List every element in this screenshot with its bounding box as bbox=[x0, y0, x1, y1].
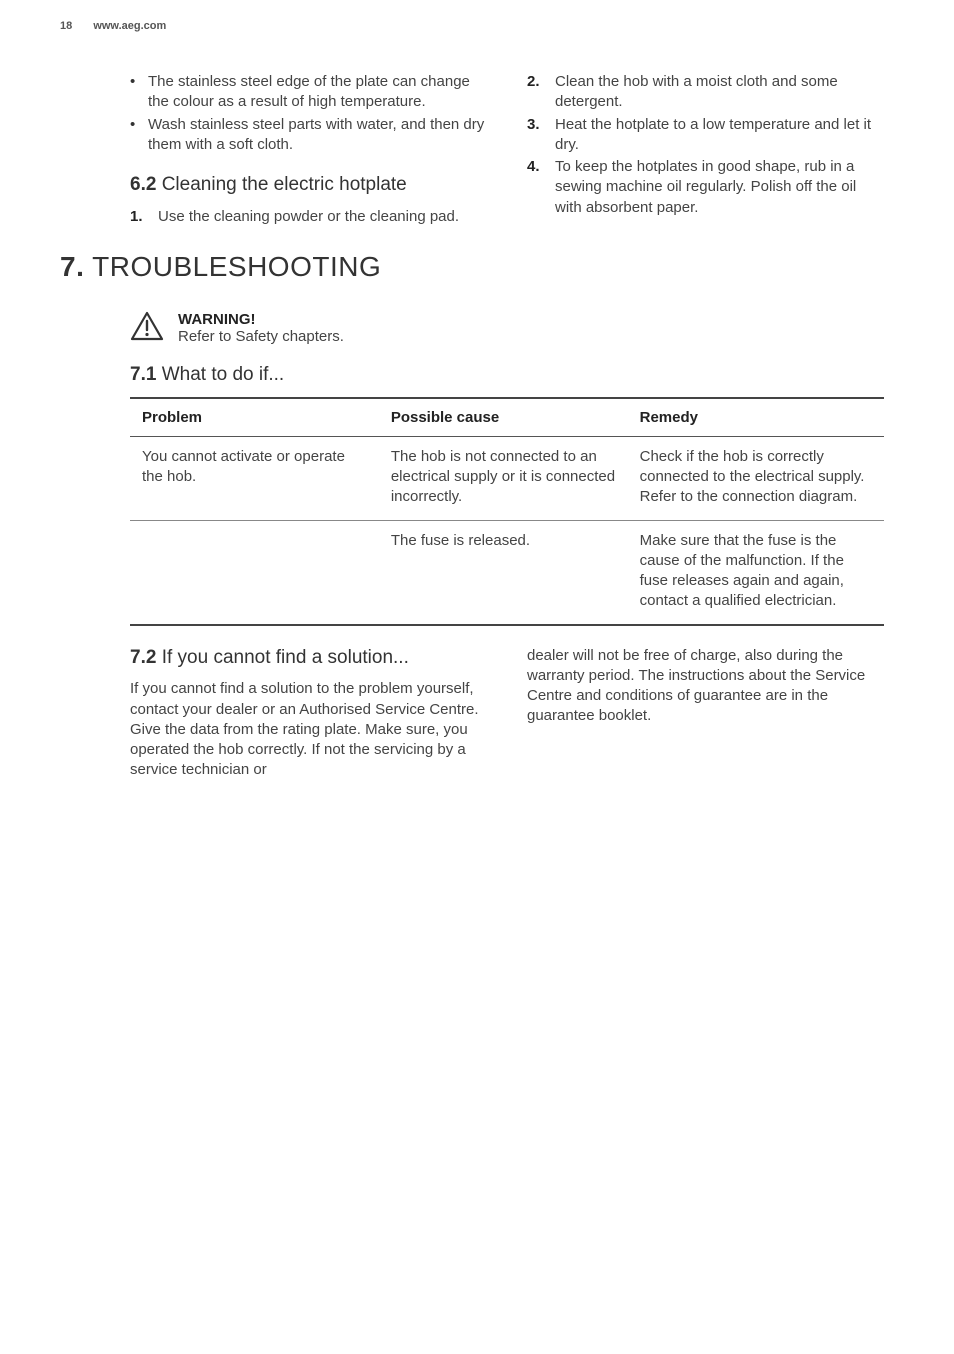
step-text: Heat the hotplate to a low temperature a… bbox=[555, 116, 871, 153]
right-steps: 2. Clean the hob with a moist cloth and … bbox=[527, 72, 884, 218]
step-text: Use the cleaning powder or the cleaning … bbox=[158, 208, 459, 225]
subsection-7-2-heading: 7.2 If you cannot find a solution... bbox=[130, 646, 487, 670]
step-number: 1. bbox=[130, 207, 143, 227]
table-cell: You cannot activate or oper­ate the hob. bbox=[130, 436, 379, 520]
warning-triangle-icon bbox=[130, 311, 164, 341]
subsection-7-1-heading: 7.1 What to do if... bbox=[130, 363, 894, 387]
troubleshooting-table: Problem Possible cause Remedy You cannot… bbox=[130, 397, 884, 626]
table-cell: Make sure that the fuse is the cause of … bbox=[628, 520, 884, 625]
subsection-number: 6.2 bbox=[130, 174, 156, 195]
warning-text: WARNING! Refer to Safety chapters. bbox=[178, 311, 344, 345]
table-cell: The hob is not connected to an electrica… bbox=[379, 436, 628, 520]
list-item: 4. To keep the hotplates in good shape, … bbox=[527, 157, 884, 218]
list-item: 2. Clean the hob with a moist cloth and … bbox=[527, 72, 884, 113]
subsection-title: What to do if... bbox=[162, 364, 285, 385]
list-item: The stainless steel edge of the plate ca… bbox=[130, 72, 487, 113]
table-cell: Check if the hob is correctly connected … bbox=[628, 436, 884, 520]
section-number: 7. bbox=[60, 251, 84, 282]
warning-body: Refer to Safety chapters. bbox=[178, 328, 344, 345]
table-row: The fuse is released. Make sure that the… bbox=[130, 520, 884, 625]
subsection-title: Cleaning the electric hotplate bbox=[162, 174, 407, 195]
list-item: Wash stainless steel parts with water, a… bbox=[130, 115, 487, 156]
page-number: 18 bbox=[60, 20, 72, 32]
subsection-number: 7.2 bbox=[130, 647, 156, 668]
table-header: Remedy bbox=[628, 398, 884, 437]
subsection-number: 7.1 bbox=[130, 364, 156, 385]
section-title: TROUBLESHOOTING bbox=[92, 251, 381, 282]
list-item: 3. Heat the hotplate to a low temperatur… bbox=[527, 115, 884, 156]
step-number: 3. bbox=[527, 115, 540, 135]
sec72-right-paragraph: dealer will not be free of charge, also … bbox=[527, 646, 884, 727]
table-cell bbox=[130, 520, 379, 625]
warning-title: WARNING! bbox=[178, 311, 344, 328]
sec72-left-paragraph: If you cannot find a solution to the pro… bbox=[130, 679, 487, 780]
subsection-title: If you cannot find a solution... bbox=[162, 647, 409, 668]
warning-block: WARNING! Refer to Safety chapters. bbox=[60, 311, 894, 345]
table-cell: The fuse is released. bbox=[379, 520, 628, 625]
table-header: Possible cause bbox=[379, 398, 628, 437]
list-item: 1. Use the cleaning powder or the cleani… bbox=[130, 207, 487, 227]
subsection-6-2-heading: 6.2 Cleaning the electric hotplate bbox=[130, 173, 487, 197]
sec62-steps: 1. Use the cleaning powder or the cleani… bbox=[130, 207, 487, 227]
table-header: Problem bbox=[130, 398, 379, 437]
step-text: To keep the hotplates in good shape, rub… bbox=[555, 158, 856, 216]
top-bullet-list: The stainless steel edge of the plate ca… bbox=[130, 72, 487, 155]
step-number: 2. bbox=[527, 72, 540, 92]
page-header: 18 www.aeg.com bbox=[60, 20, 894, 32]
step-number: 4. bbox=[527, 157, 540, 177]
step-text: Clean the hob with a moist cloth and som… bbox=[555, 73, 838, 110]
header-site: www.aeg.com bbox=[93, 20, 166, 32]
section-7-heading: 7. TROUBLESHOOTING bbox=[60, 251, 894, 283]
table-row: You cannot activate or oper­ate the hob.… bbox=[130, 436, 884, 520]
